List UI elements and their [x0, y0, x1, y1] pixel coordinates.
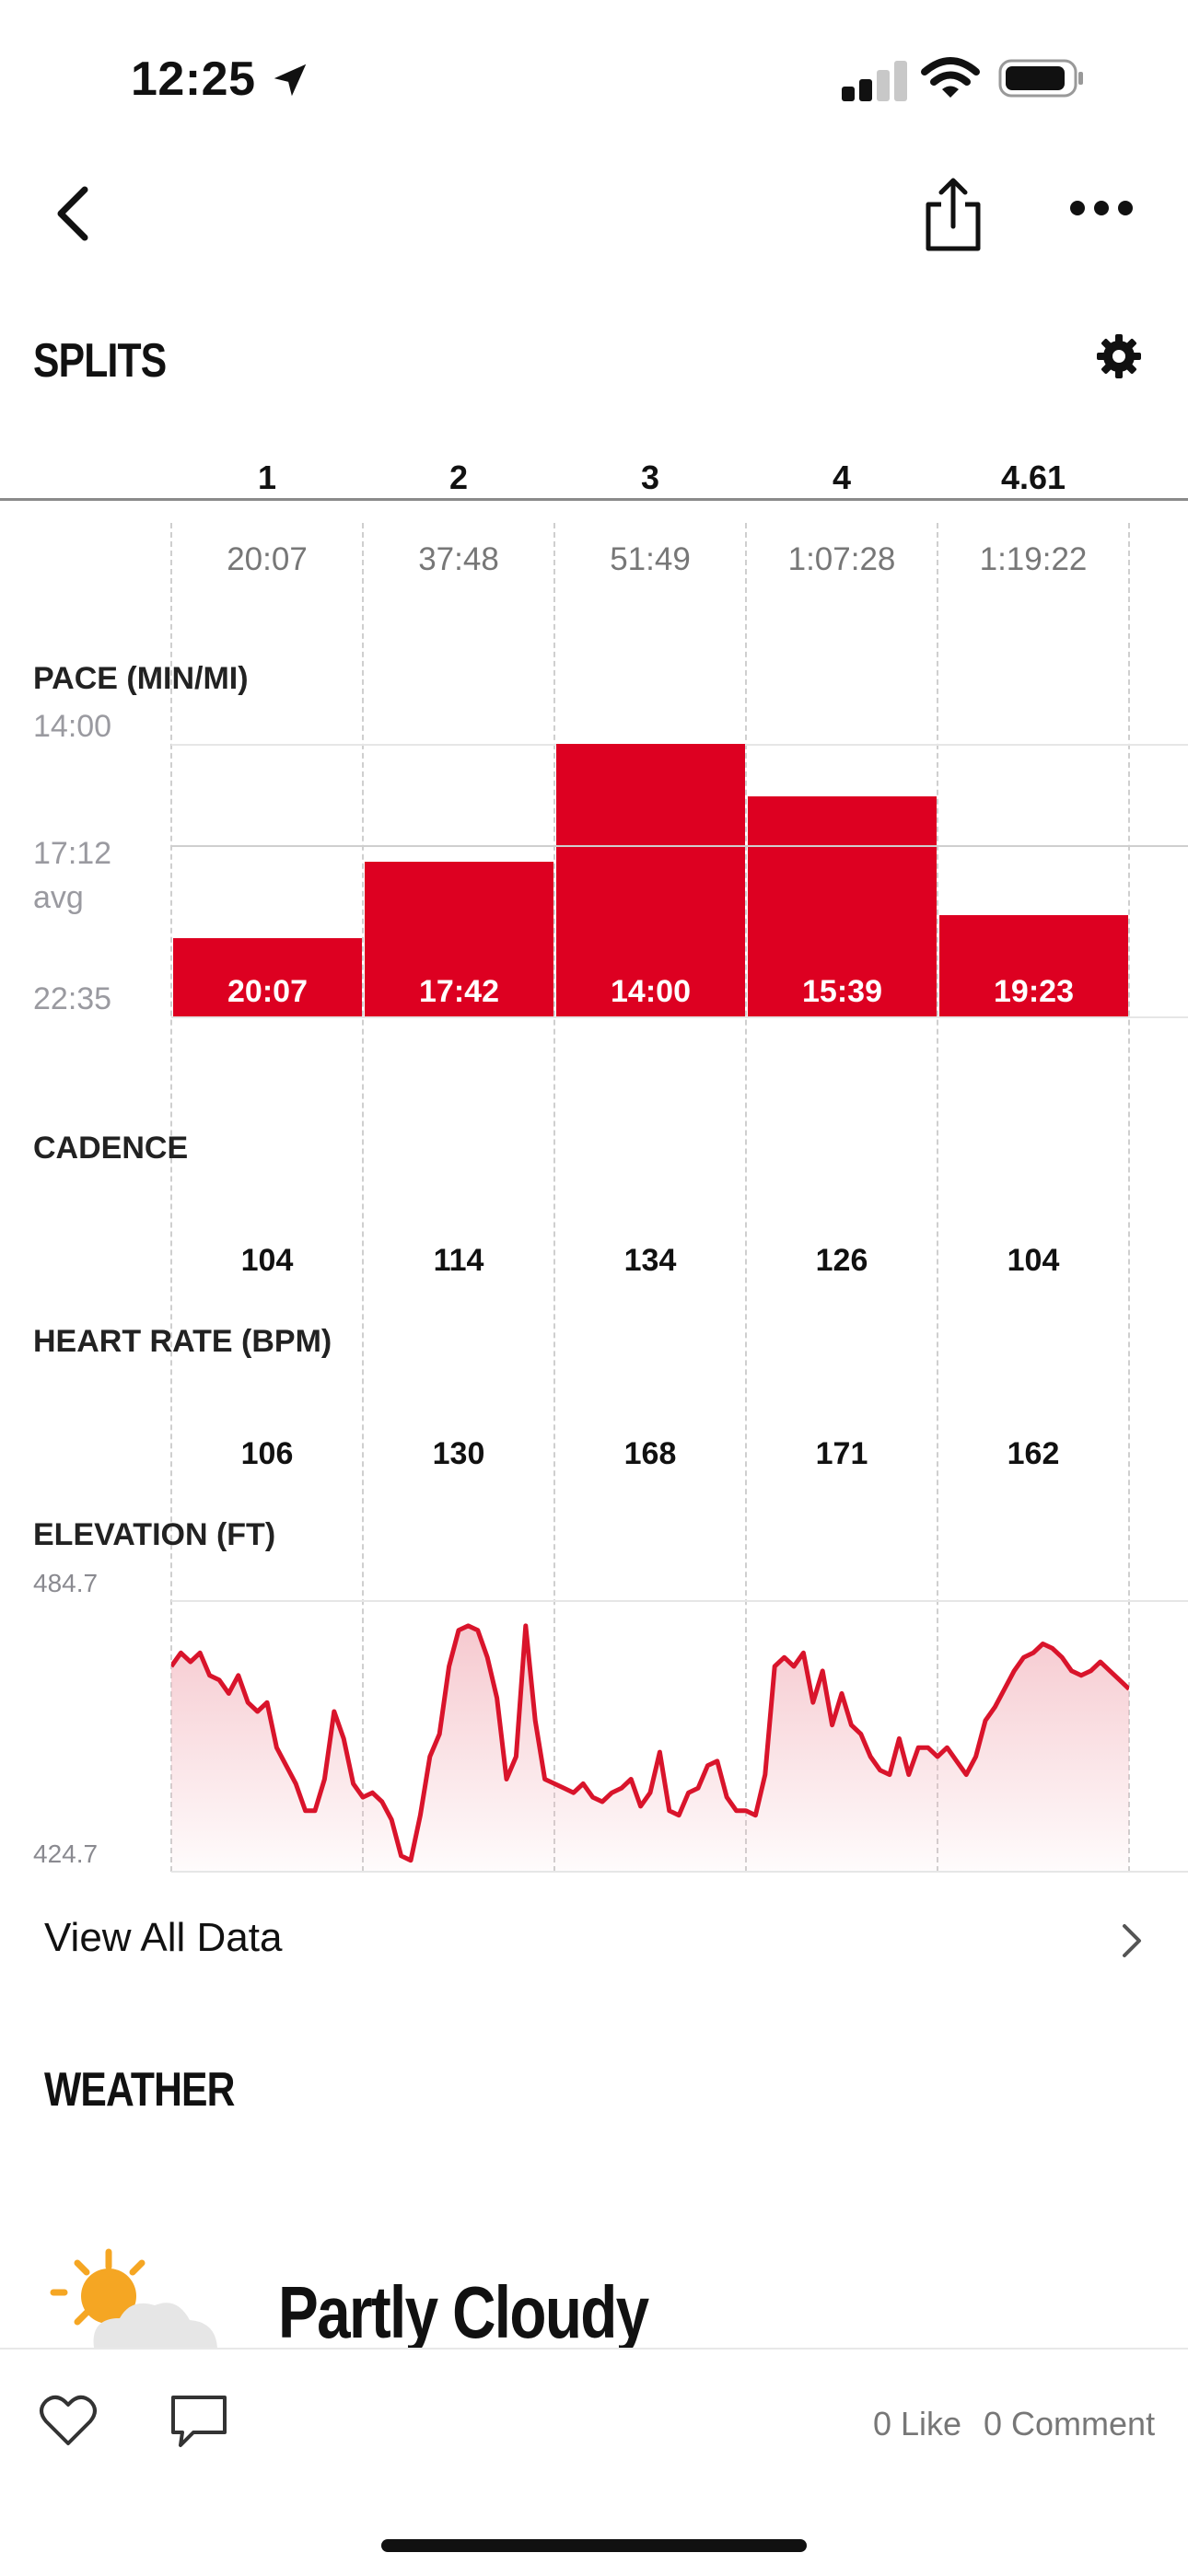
like-heart-icon[interactable]	[39, 2394, 98, 2447]
elevation-area	[171, 1625, 1129, 1871]
heart-rate-value-5: 162	[1007, 1436, 1060, 1471]
heart-rate-value-2: 130	[432, 1436, 485, 1471]
comment-count[interactable]: 0 Comment	[984, 2405, 1156, 2443]
split-header-2: 2	[448, 458, 469, 496]
cadence-value-1: 104	[240, 1243, 294, 1278]
pace-axis-bottom: 22:35	[33, 981, 112, 1016]
header-divider	[0, 498, 1188, 501]
location-arrow-icon	[274, 64, 307, 97]
back-chevron-icon[interactable]	[50, 184, 98, 243]
heart-rate-value-4: 171	[815, 1436, 868, 1471]
chevron-right-icon[interactable]	[1119, 1922, 1145, 1959]
heart-rate-value-3: 168	[623, 1436, 677, 1471]
pace-bar-5	[939, 914, 1128, 1016]
split-header-3: 3	[640, 458, 660, 496]
footer-bar: 0 Like 0 Comment	[0, 2348, 1188, 2576]
pace-bar-label-1: 20:07	[227, 974, 308, 1009]
share-icon[interactable]	[921, 175, 985, 252]
column-divider	[937, 523, 938, 1872]
pace-label: PACE (MIN/MI)	[33, 661, 249, 696]
pace-bar-2	[365, 861, 553, 1016]
pace-bar-3	[556, 744, 745, 1016]
pace-grid-bottom	[171, 1016, 1188, 1018]
cadence-value-5: 104	[1007, 1243, 1060, 1278]
cadence-value-3: 134	[623, 1243, 677, 1278]
home-indicator	[381, 2539, 807, 2552]
split-header-1: 1	[257, 458, 277, 496]
heart-rate-value-1: 106	[240, 1436, 294, 1471]
elapsed-time-5: 1:19:22	[979, 541, 1088, 577]
heart-rate-label: HEART RATE (BPM)	[33, 1324, 332, 1359]
elevation-chart	[171, 1623, 1129, 1871]
comment-bubble-icon[interactable]	[169, 2394, 228, 2449]
elevation-grid-bottom	[171, 1871, 1188, 1873]
split-header-4: 4	[832, 458, 852, 496]
column-divider	[1128, 523, 1130, 1872]
weather-title: WEATHER	[44, 2063, 235, 2117]
pace-bar-label-4: 15:39	[802, 974, 882, 1009]
pace-bar-4	[748, 795, 937, 1016]
elevation-axis-max: 484.7	[33, 1569, 99, 1597]
elapsed-time-3: 51:49	[610, 541, 691, 577]
weather-condition: Partly Cloudy	[278, 2271, 649, 2353]
column-divider	[553, 523, 555, 1872]
partly-cloudy-icon	[50, 2248, 217, 2348]
settings-gear-icon[interactable]	[1096, 333, 1142, 379]
pace-bar-1	[173, 938, 362, 1016]
elapsed-time-1: 20:07	[227, 541, 308, 577]
elevation-label: ELEVATION (FT)	[33, 1517, 276, 1552]
column-divider	[170, 523, 172, 1872]
pace-bar-label-5: 19:23	[994, 974, 1074, 1009]
pace-axis-top: 14:00	[33, 709, 112, 744]
cadence-value-4: 126	[815, 1243, 868, 1278]
pace-axis-mid: 17:12	[33, 836, 112, 871]
view-all-data-link[interactable]: View All Data	[44, 1915, 283, 1960]
elevation-axis-min: 424.7	[33, 1839, 99, 1868]
wifi-icon	[921, 57, 980, 98]
cadence-label: CADENCE	[33, 1131, 189, 1166]
elapsed-time-2: 37:48	[418, 541, 499, 577]
status-time: 12:25	[131, 52, 256, 106]
column-divider	[362, 523, 364, 1872]
like-count[interactable]: 0 Like	[873, 2405, 962, 2443]
split-header-5: 4.61	[1000, 458, 1066, 496]
cellular-signal-icon	[842, 61, 907, 101]
pace-axis-avg: avg	[33, 880, 84, 915]
elevation-line	[171, 1623, 1129, 1863]
splits-title: SPLITS	[33, 334, 167, 388]
column-divider	[745, 523, 747, 1872]
elapsed-time-4: 1:07:28	[787, 541, 896, 577]
cadence-value-2: 114	[433, 1243, 484, 1278]
more-options-icon[interactable]	[1068, 197, 1135, 219]
pace-bar-label-2: 17:42	[419, 974, 499, 1009]
pace-bar-label-3: 14:00	[611, 974, 691, 1009]
battery-icon	[998, 59, 1083, 98]
elevation-grid-top	[171, 1600, 1188, 1602]
pace-average-line	[171, 845, 1188, 848]
